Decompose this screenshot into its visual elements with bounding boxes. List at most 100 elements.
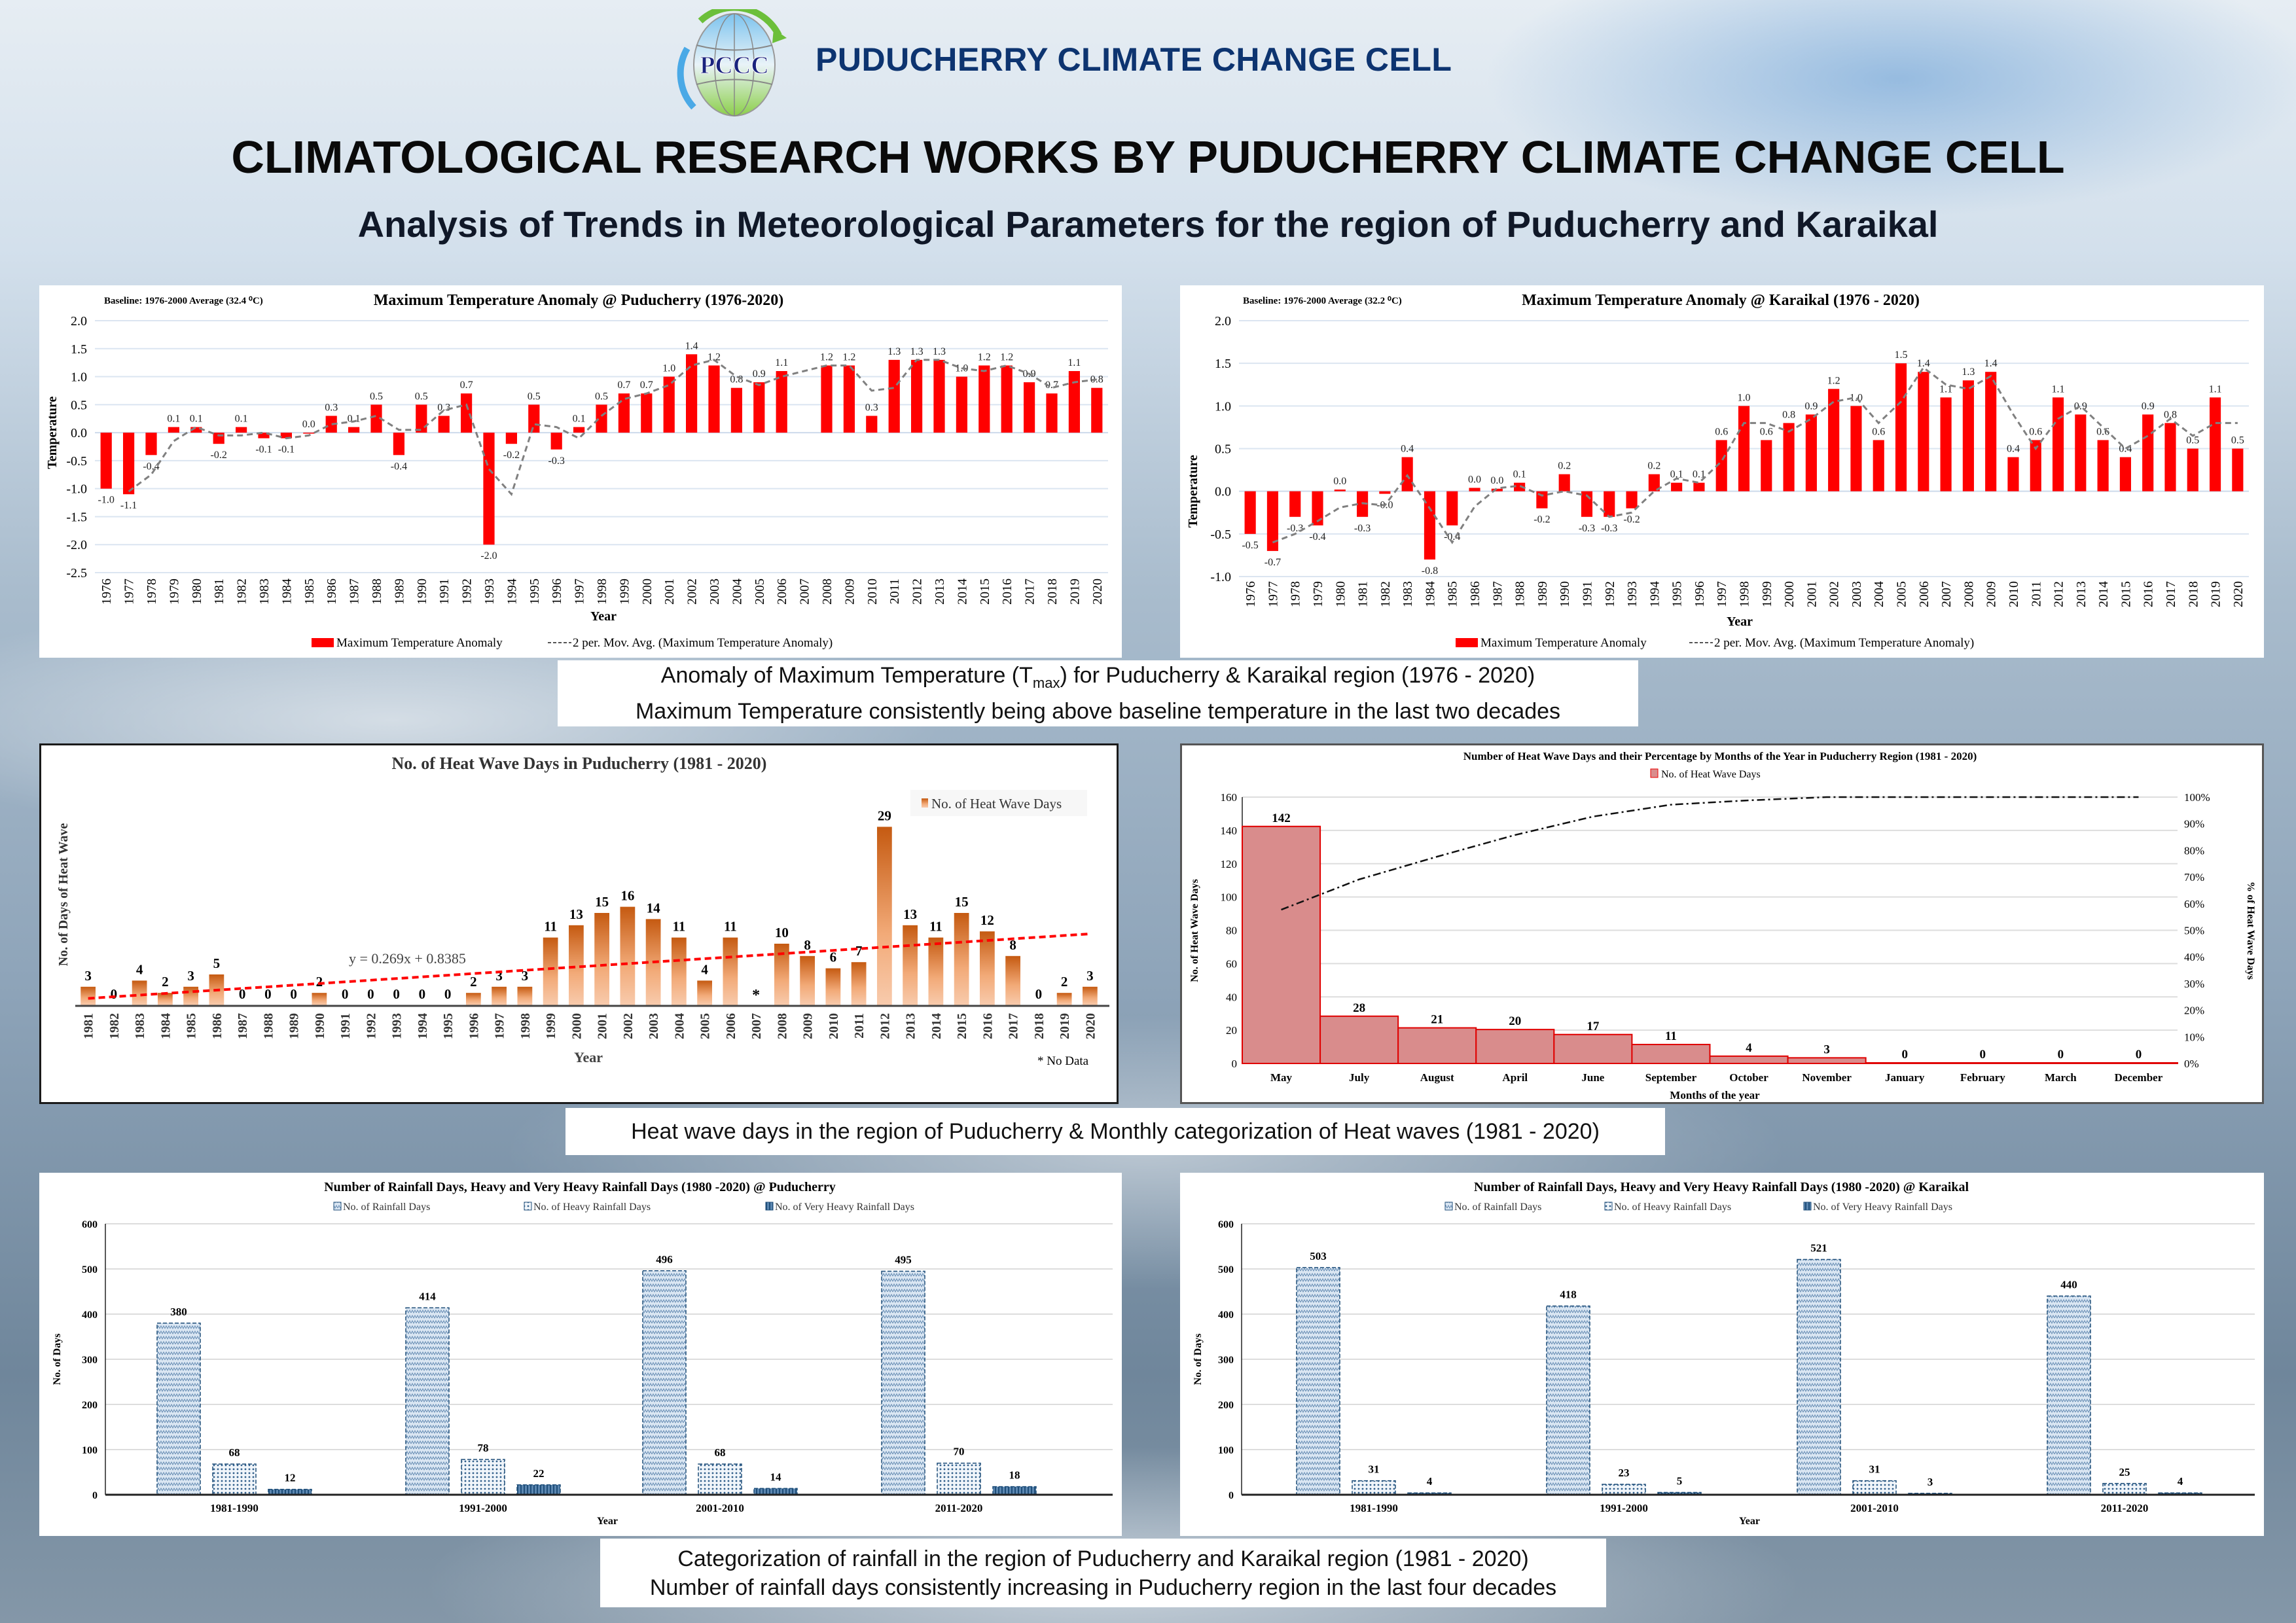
data-label: 0.1 xyxy=(1693,469,1706,480)
bar xyxy=(393,433,404,455)
bar xyxy=(800,955,816,1005)
x-tick-label: 2013 xyxy=(933,579,947,605)
x-tick-label: 2007 xyxy=(798,579,812,605)
y-tick-label: -1.5 xyxy=(66,510,87,524)
bar xyxy=(1491,488,1503,491)
caption-tmax-line1: Anomaly of Maximum Temperature (Tmax) fo… xyxy=(558,661,1638,698)
bar xyxy=(1514,482,1526,491)
data-label: 440 xyxy=(2060,1278,2077,1291)
data-label: 0.5 xyxy=(528,391,541,402)
data-label: 1.1 xyxy=(1939,383,1952,395)
data-label: 1.4 xyxy=(1917,358,1930,369)
x-axis-label: Months of the year xyxy=(1670,1089,1760,1101)
data-label: 70 xyxy=(954,1446,965,1458)
x-tick-label: 1996 xyxy=(550,579,564,605)
data-label: 18 xyxy=(1009,1469,1020,1482)
bar xyxy=(2097,440,2109,491)
bar xyxy=(2164,423,2176,491)
x-tick-label: November xyxy=(1802,1071,1852,1084)
x-tick-label: 1991 xyxy=(1580,581,1594,607)
data-label: -0.3 xyxy=(1287,523,1303,534)
y-tick-label: -0.5 xyxy=(66,454,87,469)
bar xyxy=(1469,488,1480,491)
bar xyxy=(1397,1027,1477,1064)
legend-swatch xyxy=(1604,1202,1613,1211)
data-label: 0.2 xyxy=(1647,461,1660,472)
x-tick-label: 1990 xyxy=(1558,581,1572,607)
no-data-marker: * xyxy=(752,987,760,1004)
bar xyxy=(698,1463,742,1495)
bar xyxy=(183,986,199,1005)
x-tick-label: 1997 xyxy=(493,1013,507,1039)
y-tick-label: 0 xyxy=(1229,1490,1234,1501)
x-tick-label: 1980 xyxy=(190,579,204,605)
data-label: 14 xyxy=(647,900,661,916)
y-tick-label: 500 xyxy=(82,1264,98,1275)
data-label: 0.8 xyxy=(730,374,743,385)
bar xyxy=(303,433,315,434)
y-tick-label: 300 xyxy=(82,1355,98,1366)
data-label: 3 xyxy=(187,968,194,984)
data-label: 2 xyxy=(1061,974,1068,990)
x-tick-label: 1997 xyxy=(1715,581,1729,607)
bar xyxy=(954,913,969,1005)
data-label: 0.5 xyxy=(2231,435,2244,446)
data-label: 23 xyxy=(1619,1467,1630,1479)
x-tick-label: 2018 xyxy=(2186,581,2200,607)
chart-title: Number of Rainfall Days, Heavy and Very … xyxy=(324,1180,836,1194)
bar xyxy=(992,1486,1037,1495)
data-label: 16 xyxy=(620,888,634,904)
bar xyxy=(461,393,473,433)
bar xyxy=(1761,440,1772,491)
data-label: 0 xyxy=(239,986,246,1002)
bar xyxy=(1895,363,1907,491)
data-label: 0.1 xyxy=(167,414,180,425)
bar xyxy=(190,427,202,433)
bar xyxy=(1001,365,1013,433)
data-label: 0 xyxy=(1980,1048,1986,1061)
y-tick-label: 200 xyxy=(1218,1400,1234,1411)
bar xyxy=(550,433,562,450)
caption-rainfall: Categorization of rainfall in the region… xyxy=(600,1539,1606,1607)
bar xyxy=(405,1307,450,1495)
data-label: 0 xyxy=(342,986,349,1002)
x-tick-label: 1976 xyxy=(99,579,114,605)
data-label: 25 xyxy=(2119,1466,2130,1478)
x-tick-label: 1989 xyxy=(392,579,406,605)
x-tick-label: 1981-1990 xyxy=(1350,1502,1398,1514)
data-label: 0.7 xyxy=(1045,380,1058,391)
y-tick-label: -1.0 xyxy=(1210,570,1231,584)
x-tick-label: 1988 xyxy=(261,1013,276,1039)
bar xyxy=(776,371,787,433)
x-tick-label: 2002 xyxy=(621,1013,636,1039)
legend-swatch xyxy=(1803,1202,1812,1211)
bar xyxy=(1242,825,1321,1064)
data-label: 3 xyxy=(522,968,529,984)
x-tick-label: 2013 xyxy=(2074,581,2089,607)
data-label: 0.4 xyxy=(1401,444,1414,455)
bar xyxy=(168,427,179,433)
x-tick-label: 2020 xyxy=(1090,579,1105,605)
bar xyxy=(1626,491,1638,508)
chart-title: Number of Heat Wave Days and their Perce… xyxy=(1463,750,1977,762)
data-label: 31 xyxy=(1869,1463,1880,1476)
data-label: 0 xyxy=(444,986,452,1002)
x-tick-label: 1998 xyxy=(518,1013,533,1039)
data-label: 3 xyxy=(1823,1043,1830,1056)
y-tick-label: 1.5 xyxy=(71,342,87,357)
bar xyxy=(312,993,327,1005)
y-tick-label: 80 xyxy=(1226,925,1237,937)
data-label: 0.3 xyxy=(865,402,878,413)
bar xyxy=(933,359,945,433)
x-tick-label: 1986 xyxy=(325,579,339,605)
bar xyxy=(1244,491,1256,534)
x-tick-label: 1989 xyxy=(1535,581,1550,607)
x-tick-label: 1985 xyxy=(1446,581,1460,607)
y2-tick-label: 60% xyxy=(2184,898,2204,910)
data-label: 4 xyxy=(2178,1475,2183,1488)
x-tick-label: 2000 xyxy=(569,1013,584,1039)
data-label: 0 xyxy=(393,986,400,1002)
data-label: -1.1 xyxy=(120,500,137,511)
x-tick-label: August xyxy=(1420,1071,1454,1084)
x-tick-label: 2018 xyxy=(1032,1013,1047,1039)
